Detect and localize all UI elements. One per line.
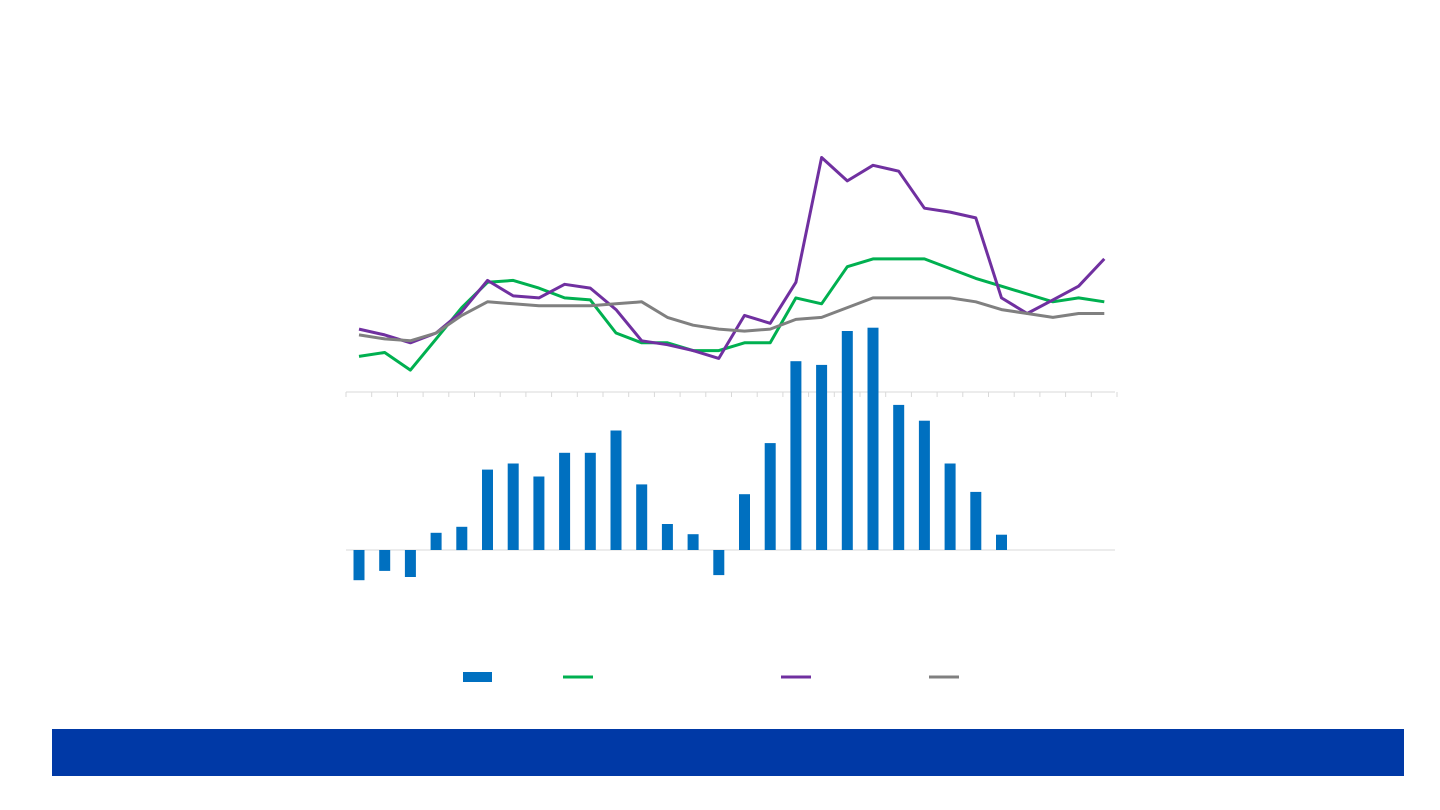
bar [431,533,442,550]
bar [919,421,930,550]
bar [868,328,879,550]
bar [636,484,647,550]
footer-bar [52,729,1404,776]
top-line-chart [346,158,1117,398]
bar [713,550,724,575]
bar [893,405,904,550]
bar [790,361,801,550]
bar [405,550,416,577]
bar [662,524,673,550]
bar [688,534,699,550]
bar [842,331,853,550]
bar [482,470,493,550]
bar [611,431,622,551]
top-chart-x-ticks [346,392,1117,397]
top-chart-series [359,158,1104,371]
bar [945,464,956,551]
series-line-2 [359,158,1104,359]
bar [996,535,1007,550]
bar [970,492,981,550]
legend [463,672,959,682]
bottom-chart-bars [354,328,1008,581]
series-line-1 [359,259,1104,370]
bar [533,477,544,551]
bar [816,365,827,550]
legend-bar-swatch [463,672,492,682]
bar [379,550,390,571]
bar [739,494,750,550]
bar [585,453,596,550]
bar [559,453,570,550]
bar [456,527,467,550]
bar [508,464,519,551]
bottom-bar-chart [346,328,1115,581]
bar [765,443,776,550]
bar [354,550,365,580]
